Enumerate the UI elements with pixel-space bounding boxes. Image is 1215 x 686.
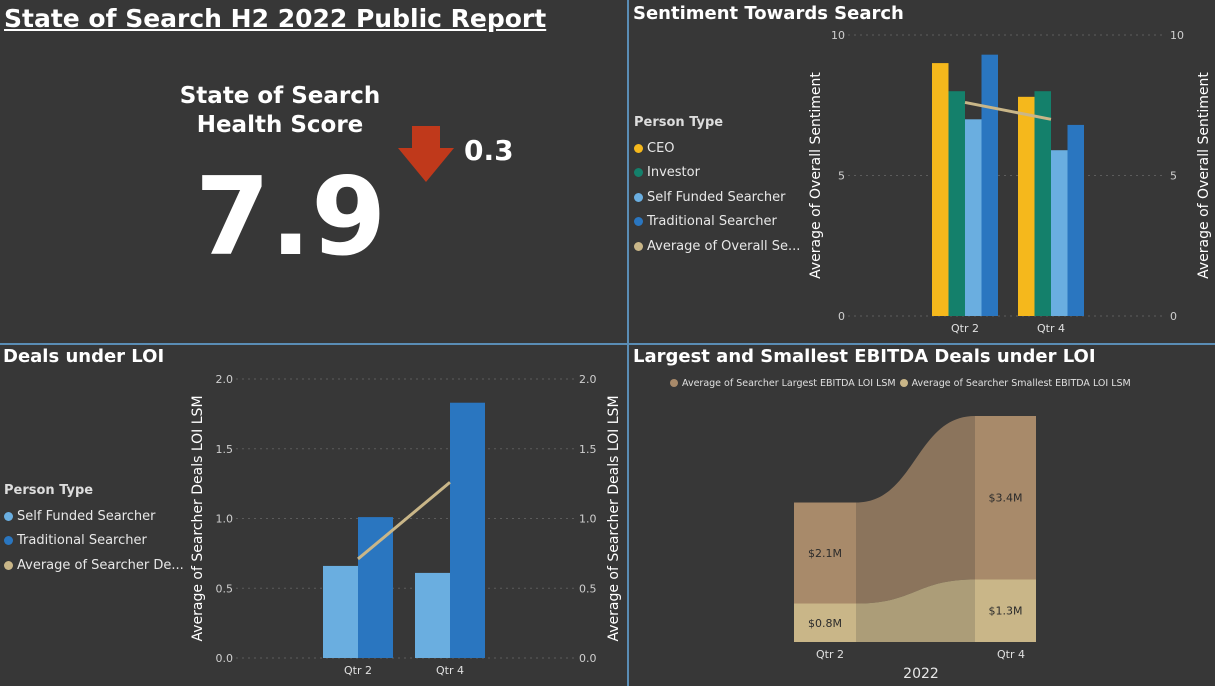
y2-tick-label: 1.0 bbox=[579, 513, 597, 526]
legend-item-self-funded[interactable]: Self Funded Searcher bbox=[634, 185, 800, 210]
ebitda-chart-title: Largest and Smallest EBITDA Deals under … bbox=[633, 346, 1096, 367]
legend-label: Self Funded Searcher bbox=[647, 189, 786, 205]
y-tick-label: 0 bbox=[838, 310, 845, 323]
legend-label: Self Funded Searcher bbox=[17, 508, 156, 524]
legend-item-average[interactable]: Average of Searcher De... bbox=[4, 553, 184, 578]
deals-legend: Person Type Self Funded Searcher Traditi… bbox=[4, 483, 184, 578]
bar bbox=[1067, 124, 1084, 316]
y2-tick-label: 10 bbox=[1170, 29, 1184, 42]
health-score-title: State of Search Health Score bbox=[160, 82, 400, 140]
data-label: $2.1M bbox=[808, 547, 842, 560]
x-tick-label: Qtr 4 bbox=[436, 664, 464, 677]
x-tick-label: Qtr 2 bbox=[816, 648, 844, 661]
legend-marker bbox=[634, 192, 643, 202]
legend-label: Average of Searcher De... bbox=[17, 557, 184, 573]
y-tick-label: 1.0 bbox=[216, 513, 234, 526]
legend-item-largest[interactable]: Average of Searcher Largest EBITDA LOI L… bbox=[670, 376, 896, 390]
y2-tick-label: 0 bbox=[1170, 310, 1177, 323]
legend-label: Average of Overall Se... bbox=[647, 238, 801, 254]
legend-item-traditional[interactable]: Traditional Searcher bbox=[4, 529, 184, 554]
x-tick-label: Qtr 2 bbox=[951, 322, 979, 335]
deals-chart-title: Deals under LOI bbox=[3, 346, 165, 367]
y2-tick-label: 2.0 bbox=[579, 373, 597, 386]
bar bbox=[323, 565, 358, 658]
legend-label: Traditional Searcher bbox=[17, 533, 147, 549]
block-largest bbox=[975, 416, 1036, 580]
legend-label: Traditional Searcher bbox=[647, 214, 777, 230]
legend-marker bbox=[4, 536, 13, 546]
y2-tick-label: 5 bbox=[1170, 170, 1177, 183]
deals-legend-title: Person Type bbox=[4, 483, 94, 498]
x-tick-label: Qtr 4 bbox=[1037, 322, 1065, 335]
bar bbox=[358, 517, 393, 658]
y-axis-title: Average of Overall Sentiment bbox=[808, 72, 824, 279]
y2-tick-label: 1.5 bbox=[579, 443, 597, 456]
legend-marker bbox=[899, 379, 908, 387]
legend-item-average[interactable]: Average of Overall Se... bbox=[634, 234, 800, 259]
bar bbox=[1051, 150, 1068, 316]
block-largest bbox=[794, 502, 856, 604]
block-smallest bbox=[794, 603, 856, 642]
legend-item-smallest[interactable]: Average of Searcher Smallest EBITDA LOI … bbox=[899, 376, 1131, 390]
health-score-delta: 0.3 bbox=[464, 134, 514, 167]
y-tick-label: 5 bbox=[838, 170, 845, 183]
bar bbox=[1034, 91, 1051, 316]
legend-item-traditional[interactable]: Traditional Searcher bbox=[634, 210, 800, 235]
legend-label: CEO bbox=[647, 140, 675, 156]
x-tick-label: Qtr 2 bbox=[344, 664, 372, 677]
block-smallest bbox=[975, 579, 1036, 642]
y2-axis-title: Average of Searcher Deals LOI LSM bbox=[606, 395, 622, 641]
data-label: $1.3M bbox=[989, 605, 1023, 618]
ebitda-legend: Average of Searcher Largest EBITDA LOI L… bbox=[670, 376, 1135, 390]
legend-item-self-funded[interactable]: Self Funded Searcher bbox=[4, 504, 184, 529]
bar bbox=[981, 54, 998, 317]
y-tick-label: 2.0 bbox=[216, 373, 234, 386]
average-line bbox=[964, 100, 1052, 121]
y-tick-label: 0.0 bbox=[216, 652, 234, 665]
legend-item-investor[interactable]: Investor bbox=[634, 161, 800, 186]
y-axis-title: Average of Searcher Deals LOI LSM bbox=[190, 395, 206, 641]
legend-marker bbox=[4, 511, 13, 521]
y2-axis-title: Average of Overall Sentiment bbox=[1196, 72, 1212, 279]
sentiment-legend-title: Person Type bbox=[634, 115, 724, 130]
health-score-title-line1: State of Search bbox=[179, 83, 381, 109]
average-line bbox=[357, 481, 451, 561]
legend-marker bbox=[634, 241, 643, 251]
sentiment-legend: Person Type CEO Investor Self Funded Sea… bbox=[634, 115, 800, 259]
legend-marker bbox=[4, 560, 13, 570]
data-label: $3.4M bbox=[989, 492, 1023, 505]
legend-marker bbox=[634, 217, 643, 227]
bar bbox=[932, 63, 949, 316]
y2-tick-label: 0.5 bbox=[579, 582, 597, 595]
legend-marker bbox=[634, 143, 643, 153]
x-tick-label: Qtr 4 bbox=[997, 648, 1025, 661]
bar bbox=[415, 572, 450, 658]
horizontal-divider bbox=[0, 343, 1215, 345]
health-score-value: 7.9 bbox=[195, 155, 387, 280]
sentiment-chart-title: Sentiment Towards Search bbox=[633, 3, 904, 24]
report-title: State of Search H2 2022 Public Report bbox=[4, 4, 547, 33]
bar bbox=[1018, 96, 1035, 316]
legend-marker bbox=[634, 168, 643, 178]
data-label: $0.8M bbox=[808, 617, 842, 630]
legend-marker bbox=[670, 379, 678, 387]
x-axis-title: 2022 bbox=[903, 666, 939, 682]
y-tick-label: 0.5 bbox=[216, 582, 234, 595]
down-arrow-icon bbox=[396, 126, 456, 188]
health-score-title-line2: Health Score bbox=[196, 112, 364, 138]
y-tick-label: 1.5 bbox=[216, 443, 234, 456]
legend-label: Average of Searcher Smallest EBITDA LOI … bbox=[911, 377, 1131, 389]
bar bbox=[450, 402, 485, 658]
bar bbox=[948, 91, 965, 316]
bar bbox=[965, 119, 982, 316]
y-tick-label: 10 bbox=[831, 29, 845, 42]
legend-label: Average of Searcher Largest EBITDA LOI L… bbox=[682, 377, 896, 389]
y2-tick-label: 0.0 bbox=[579, 652, 597, 665]
legend-item-ceo[interactable]: CEO bbox=[634, 136, 800, 161]
legend-label: Investor bbox=[647, 165, 700, 181]
